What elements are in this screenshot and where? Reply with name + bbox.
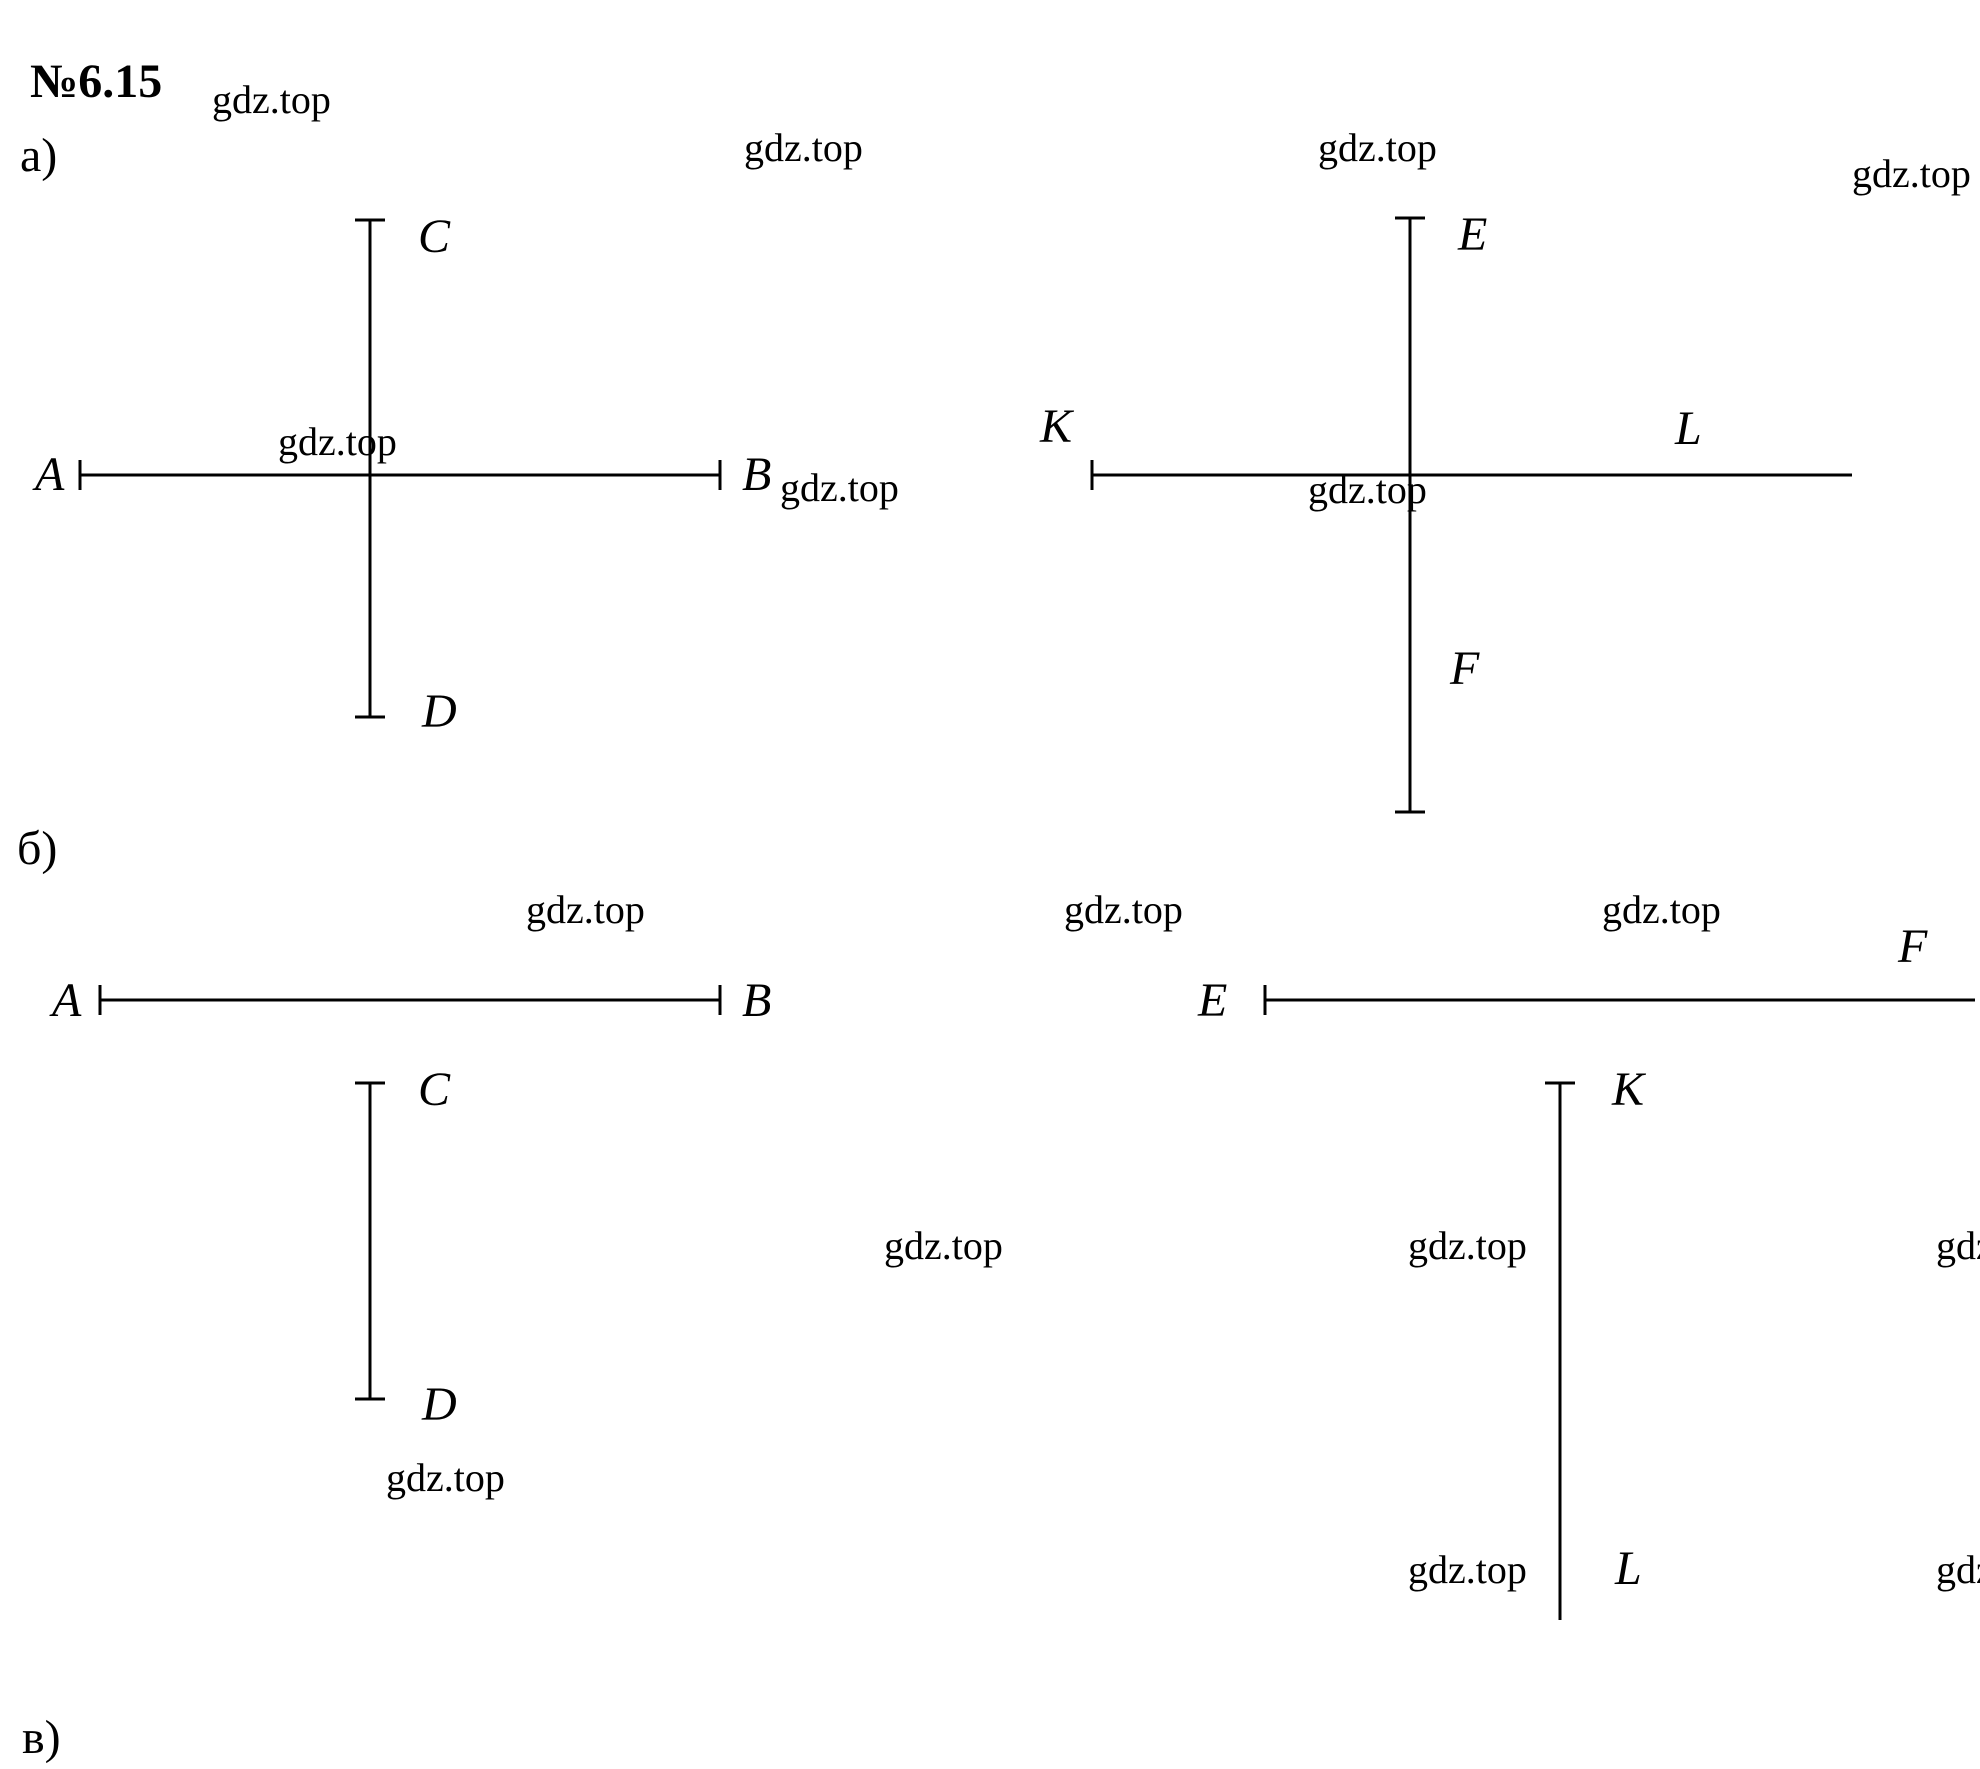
watermark: gdz.top (1852, 150, 1971, 197)
point-label-a-right-K: K (1040, 399, 1072, 454)
watermark: gdz.top (212, 76, 331, 123)
watermark: gdz.top (1936, 1222, 1980, 1269)
geometry-canvas (0, 0, 1980, 1769)
point-label-b-left-C: C (418, 1062, 450, 1117)
watermark: gdz.top (386, 1454, 505, 1501)
point-label-a-right-L: L (1675, 401, 1702, 456)
watermark: gdz.top (526, 886, 645, 933)
point-label-a-left-C: C (418, 209, 450, 264)
watermark: gdz.top (1308, 466, 1427, 513)
watermark: gdz.top (744, 124, 863, 171)
point-label-b-left-D: D (422, 1377, 457, 1432)
point-label-b-right-F: F (1898, 919, 1927, 974)
point-label-b-left-A: A (52, 973, 81, 1028)
watermark: gdz.top (1408, 1222, 1527, 1269)
watermark: gdz.top (1318, 124, 1437, 171)
watermark: gdz.top (1408, 1546, 1527, 1593)
point-label-b-right-E: E (1198, 973, 1227, 1028)
point-label-a-right-E: E (1458, 207, 1487, 262)
point-label-b-right-L: L (1615, 1541, 1642, 1596)
point-label-b-right-K: K (1612, 1062, 1644, 1117)
point-label-b-left-B: B (742, 973, 771, 1028)
watermark: gdz.top (1064, 886, 1183, 933)
watermark: gdz.top (780, 464, 899, 511)
watermark: gdz.top (884, 1222, 1003, 1269)
point-label-a-right-F: F (1450, 641, 1479, 696)
point-label-a-left-A: A (35, 447, 64, 502)
watermark: gdz.top (1602, 886, 1721, 933)
watermark: gdz.top (278, 418, 397, 465)
point-label-a-left-D: D (422, 684, 457, 739)
point-label-a-left-B: B (742, 447, 771, 502)
watermark: gdz.top (1936, 1546, 1980, 1593)
